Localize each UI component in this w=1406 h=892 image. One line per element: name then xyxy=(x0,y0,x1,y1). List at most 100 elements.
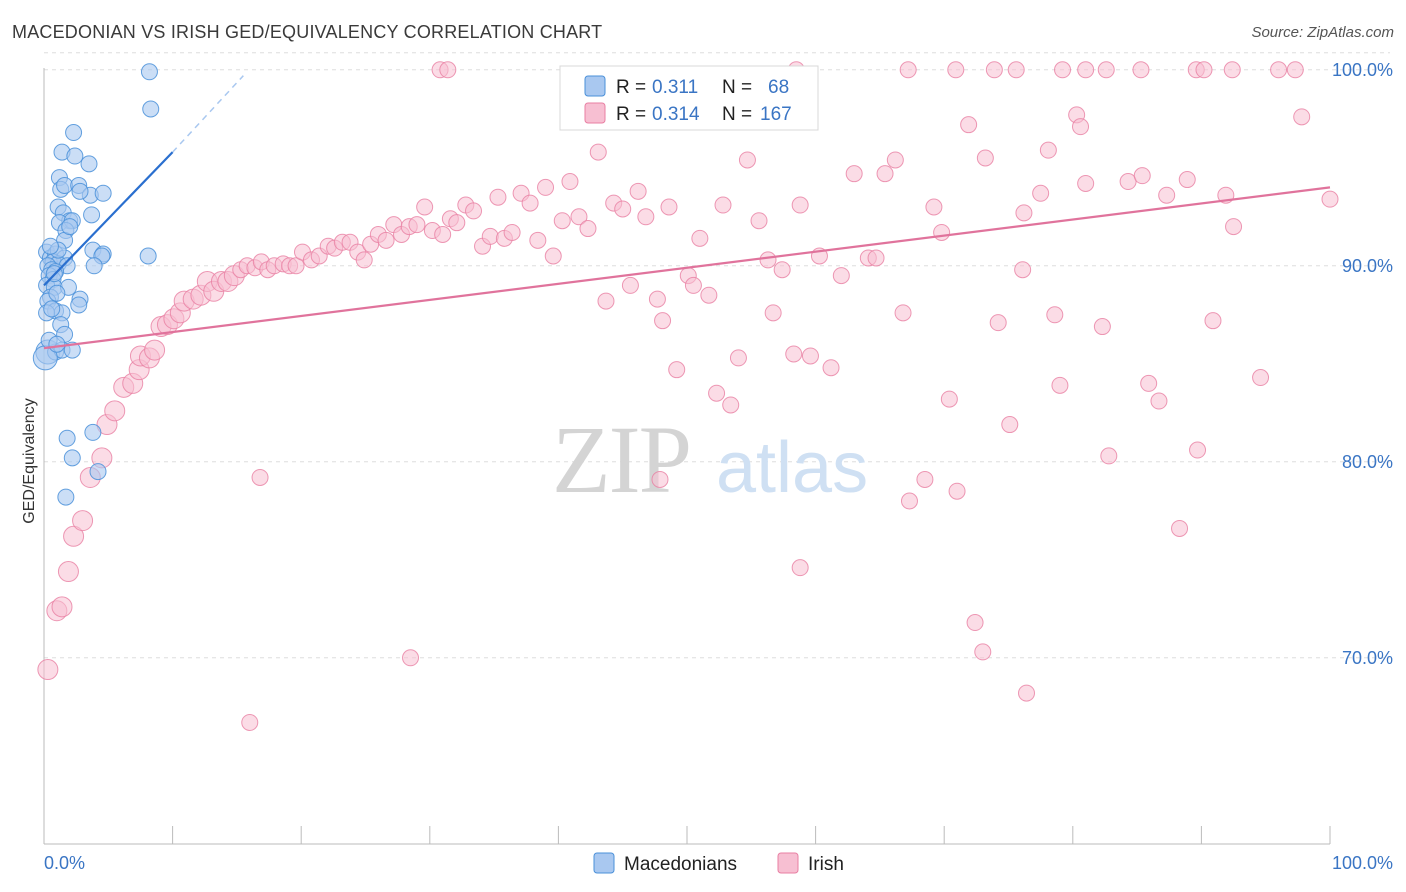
irish-point xyxy=(489,188,507,206)
irish-point xyxy=(791,559,809,577)
x-tick-labels: 0.0% 100.0% xyxy=(44,853,1393,873)
irish-point xyxy=(668,361,686,379)
irish-point xyxy=(960,116,978,134)
irish-point xyxy=(1225,218,1243,236)
irish-point xyxy=(947,61,965,79)
macedonian-point xyxy=(139,247,157,265)
irish-point xyxy=(144,339,166,361)
irish-point xyxy=(750,212,768,230)
x-tick-label: 0.0% xyxy=(44,853,85,873)
irish-point xyxy=(1223,61,1241,79)
watermark-atlas: atlas xyxy=(716,428,868,508)
irish-point xyxy=(1032,184,1050,202)
macedonian-point xyxy=(84,423,102,441)
macedonian-point xyxy=(83,206,101,224)
irish-point xyxy=(773,261,791,279)
irish-point xyxy=(1132,61,1150,79)
macedonian-point xyxy=(43,300,61,318)
irish-point xyxy=(948,482,966,500)
irish-trendline xyxy=(43,186,1331,350)
irish-point xyxy=(377,231,395,249)
y-tick-labels: 70.0% 80.0% 90.0% 100.0% xyxy=(1332,60,1393,668)
macedonian-trendline-extension xyxy=(172,75,244,153)
y-tick-label: 80.0% xyxy=(1342,452,1393,472)
irish-point xyxy=(1286,61,1304,79)
macedonian-point xyxy=(89,463,107,481)
irish-point xyxy=(1051,376,1069,394)
irish-point xyxy=(570,208,588,226)
y-tick-label: 100.0% xyxy=(1332,60,1393,80)
irish-points xyxy=(37,61,1339,731)
irish-point xyxy=(251,468,269,486)
irish-point xyxy=(832,267,850,285)
irish-point xyxy=(614,200,632,218)
irish-point xyxy=(1321,190,1339,208)
irish-point xyxy=(785,345,803,363)
macedonian-point xyxy=(63,449,81,467)
macedonian-point xyxy=(61,218,79,236)
irish-point xyxy=(651,470,669,488)
irish-point xyxy=(481,227,499,245)
irish-point xyxy=(654,312,672,330)
irish-point xyxy=(700,286,718,304)
watermark: ZIP atlas xyxy=(552,406,868,513)
irish-point xyxy=(1293,108,1311,126)
irish-point xyxy=(1195,61,1213,79)
irish-point xyxy=(521,194,539,212)
irish-point xyxy=(1119,173,1137,191)
macedonian-point xyxy=(80,155,98,173)
trendlines xyxy=(43,75,1331,350)
grid xyxy=(44,52,1390,659)
macedonian-point xyxy=(71,182,89,200)
legend-label-macedonians: Macedonians xyxy=(624,854,737,875)
irish-point xyxy=(434,225,452,243)
irish-point xyxy=(974,643,992,661)
irish-point xyxy=(579,220,597,238)
irish-point xyxy=(1097,61,1115,79)
macedonian-point xyxy=(70,296,88,314)
irish-point xyxy=(51,596,73,618)
stats-n-value-blue: 68 xyxy=(768,77,789,98)
irish-point xyxy=(714,196,732,214)
irish-point xyxy=(886,151,904,169)
stats-r-label-pink: R = xyxy=(616,104,646,125)
stats-r-value-pink: 0.314 xyxy=(652,104,700,125)
macedonian-trendline xyxy=(43,151,174,287)
stats-n-label-blue: N = xyxy=(722,77,752,98)
irish-point xyxy=(660,198,678,216)
irish-point xyxy=(791,196,809,214)
stats-swatch-blue xyxy=(584,75,606,97)
irish-point xyxy=(989,314,1007,332)
macedonian-point xyxy=(85,257,103,275)
irish-point xyxy=(876,165,894,183)
macedonian-point xyxy=(56,176,74,194)
irish-point xyxy=(621,276,639,294)
irish-point xyxy=(72,510,94,532)
irish-point xyxy=(416,198,434,216)
stats-r-label-blue: R = xyxy=(616,77,646,98)
macedonian-point xyxy=(140,63,158,81)
stats-swatch-pink xyxy=(584,102,606,124)
irish-point xyxy=(691,229,709,247)
irish-point xyxy=(1015,204,1033,222)
irish-point xyxy=(402,649,420,667)
irish-point xyxy=(729,349,747,367)
irish-point xyxy=(1133,167,1151,185)
irish-point xyxy=(1158,186,1176,204)
macedonian-point xyxy=(58,429,76,447)
irish-point xyxy=(503,223,521,241)
x-tick-label: 100.0% xyxy=(1332,853,1393,873)
macedonian-point xyxy=(142,100,160,118)
irish-point xyxy=(589,143,607,161)
irish-point xyxy=(1001,416,1019,434)
y-axis-label: GED/Equivalency xyxy=(21,398,38,523)
irish-point xyxy=(537,178,555,196)
irish-point xyxy=(529,231,547,249)
irish-point xyxy=(637,208,655,226)
irish-point xyxy=(1140,374,1158,392)
irish-point xyxy=(465,202,483,220)
watermark-zip: ZIP xyxy=(552,406,690,513)
irish-point xyxy=(966,614,984,632)
irish-point xyxy=(648,290,666,308)
